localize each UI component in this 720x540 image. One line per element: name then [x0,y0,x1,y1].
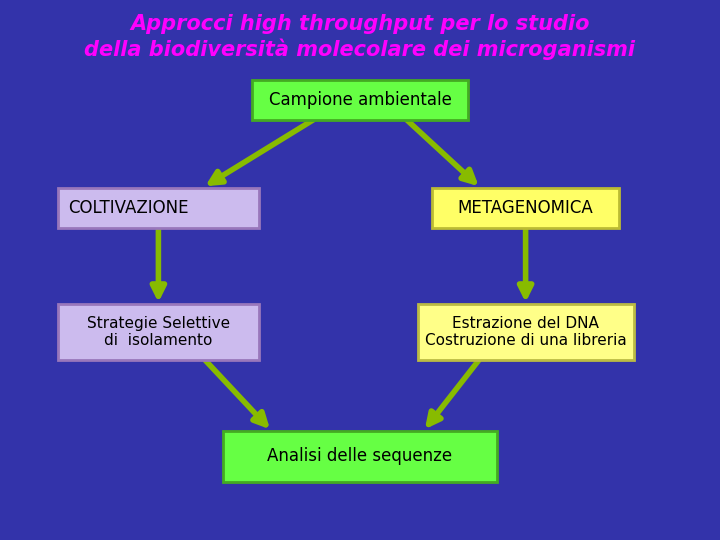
Text: Approcci high throughput per lo studio
della biodiversità molecolare dei microga: Approcci high throughput per lo studio d… [84,14,636,60]
FancyBboxPatch shape [252,80,468,120]
FancyBboxPatch shape [223,431,497,482]
Text: Analisi delle sequenze: Analisi delle sequenze [267,447,453,465]
Text: Estrazione del DNA
Costruzione di una libreria: Estrazione del DNA Costruzione di una li… [425,316,626,348]
FancyBboxPatch shape [432,188,619,228]
Text: METAGENOMICA: METAGENOMICA [458,199,593,217]
Text: Campione ambientale: Campione ambientale [269,91,451,109]
FancyBboxPatch shape [58,303,259,361]
FancyBboxPatch shape [418,303,634,361]
Text: Strategie Selettive
di  isolamento: Strategie Selettive di isolamento [87,316,230,348]
Text: COLTIVAZIONE: COLTIVAZIONE [68,199,189,217]
FancyBboxPatch shape [58,188,259,228]
